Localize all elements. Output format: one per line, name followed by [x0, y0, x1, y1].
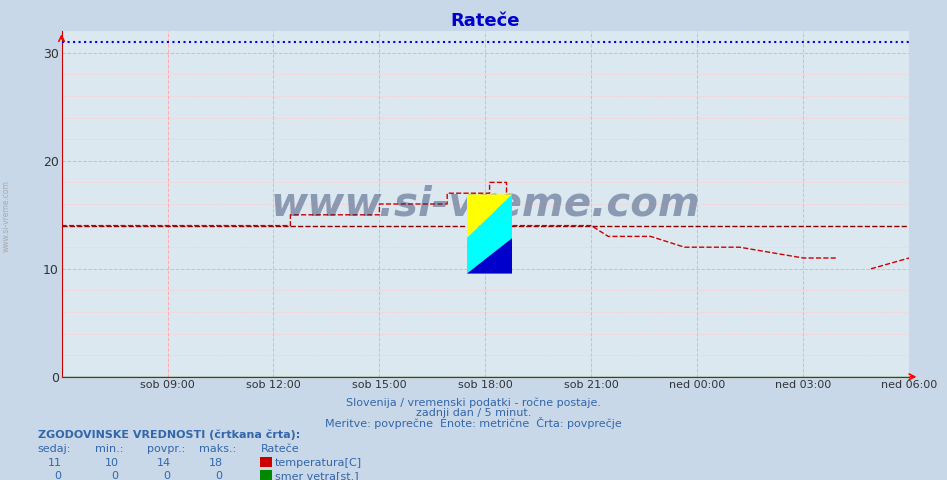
Polygon shape [467, 194, 512, 274]
Text: maks.:: maks.: [199, 444, 236, 454]
Text: 0: 0 [216, 471, 223, 480]
Text: 0: 0 [112, 471, 118, 480]
Polygon shape [467, 238, 512, 274]
Text: Slovenija / vremenski podatki - ročne postaje.: Slovenija / vremenski podatki - ročne po… [346, 397, 601, 408]
Text: 0: 0 [164, 471, 170, 480]
Text: zadnji dan / 5 minut.: zadnji dan / 5 minut. [416, 408, 531, 418]
Text: www.si-vreme.com: www.si-vreme.com [271, 184, 700, 224]
Text: sedaj:: sedaj: [38, 444, 71, 454]
Text: 10: 10 [104, 457, 118, 468]
Text: Rateče: Rateče [260, 444, 299, 454]
Polygon shape [467, 194, 512, 238]
Text: www.si-vreme.com: www.si-vreme.com [2, 180, 11, 252]
Text: povpr.:: povpr.: [147, 444, 185, 454]
Text: 18: 18 [208, 457, 223, 468]
Text: 11: 11 [47, 457, 62, 468]
Text: 0: 0 [55, 471, 62, 480]
Title: Rateče: Rateče [451, 12, 520, 30]
Text: ZGODOVINSKE VREDNOSTI (črtkana črta):: ZGODOVINSKE VREDNOSTI (črtkana črta): [38, 429, 300, 440]
Text: min.:: min.: [95, 444, 123, 454]
Text: smer vetra[st.]: smer vetra[st.] [275, 471, 358, 480]
Text: Meritve: povprečne  Enote: metrične  Črta: povprečje: Meritve: povprečne Enote: metrične Črta:… [325, 417, 622, 429]
Text: temperatura[C]: temperatura[C] [275, 457, 362, 468]
Text: 14: 14 [156, 457, 170, 468]
